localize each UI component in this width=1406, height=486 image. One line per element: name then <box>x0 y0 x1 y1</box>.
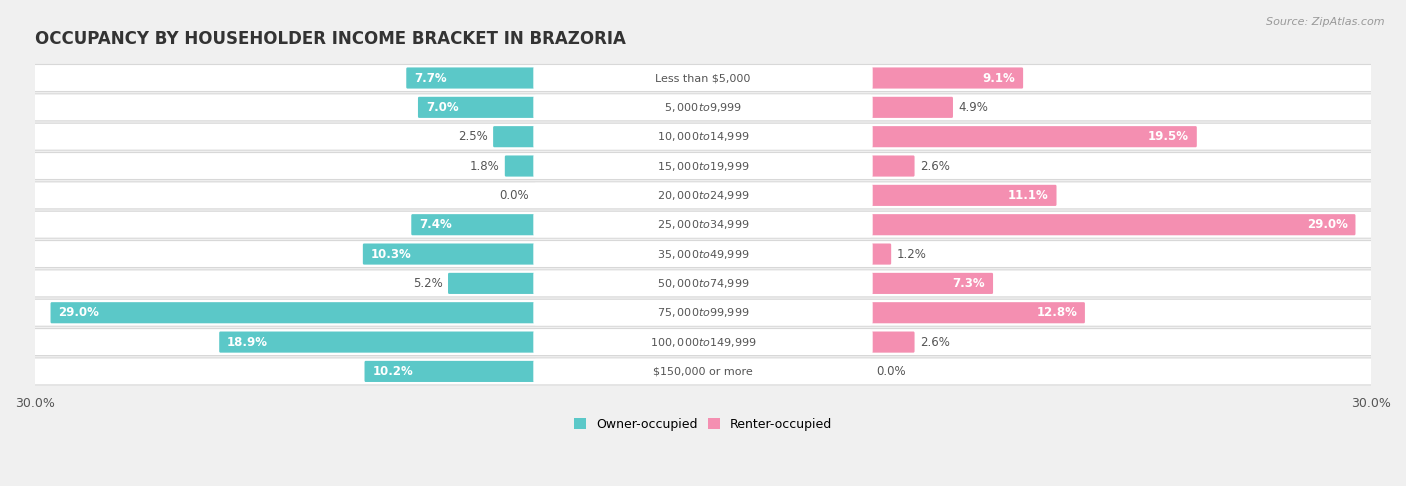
FancyBboxPatch shape <box>364 361 537 382</box>
Text: 2.6%: 2.6% <box>920 335 950 348</box>
FancyBboxPatch shape <box>533 183 873 208</box>
Text: 1.2%: 1.2% <box>897 247 927 260</box>
FancyBboxPatch shape <box>22 94 1384 121</box>
Text: 7.4%: 7.4% <box>419 218 451 231</box>
FancyBboxPatch shape <box>533 124 873 149</box>
Text: 0.0%: 0.0% <box>877 365 907 378</box>
FancyBboxPatch shape <box>869 273 993 294</box>
FancyBboxPatch shape <box>22 241 1384 268</box>
Text: 29.0%: 29.0% <box>1306 218 1348 231</box>
FancyBboxPatch shape <box>22 153 1384 179</box>
Text: $75,000 to $99,999: $75,000 to $99,999 <box>657 306 749 319</box>
FancyBboxPatch shape <box>22 329 1384 356</box>
Text: 5.2%: 5.2% <box>413 277 443 290</box>
FancyBboxPatch shape <box>533 271 873 296</box>
FancyBboxPatch shape <box>363 243 537 264</box>
FancyBboxPatch shape <box>533 95 873 120</box>
FancyBboxPatch shape <box>412 214 537 235</box>
Text: 19.5%: 19.5% <box>1149 130 1189 143</box>
Legend: Owner-occupied, Renter-occupied: Owner-occupied, Renter-occupied <box>568 413 838 436</box>
Text: Less than $5,000: Less than $5,000 <box>655 73 751 83</box>
FancyBboxPatch shape <box>22 270 1384 297</box>
Text: $150,000 or more: $150,000 or more <box>654 366 752 377</box>
Text: 10.2%: 10.2% <box>373 365 413 378</box>
Text: $20,000 to $24,999: $20,000 to $24,999 <box>657 189 749 202</box>
FancyBboxPatch shape <box>869 331 914 353</box>
FancyBboxPatch shape <box>533 66 873 90</box>
Text: 0.0%: 0.0% <box>499 189 529 202</box>
Text: 2.5%: 2.5% <box>458 130 488 143</box>
Text: 2.6%: 2.6% <box>920 159 950 173</box>
FancyBboxPatch shape <box>22 358 1384 385</box>
Text: OCCUPANCY BY HOUSEHOLDER INCOME BRACKET IN BRAZORIA: OCCUPANCY BY HOUSEHOLDER INCOME BRACKET … <box>35 30 626 48</box>
Text: 10.3%: 10.3% <box>371 247 412 260</box>
FancyBboxPatch shape <box>22 65 1384 91</box>
Text: 4.9%: 4.9% <box>959 101 988 114</box>
FancyBboxPatch shape <box>533 242 873 267</box>
Text: $10,000 to $14,999: $10,000 to $14,999 <box>657 130 749 143</box>
Text: 11.1%: 11.1% <box>1008 189 1049 202</box>
FancyBboxPatch shape <box>869 156 914 176</box>
FancyBboxPatch shape <box>533 300 873 325</box>
Text: 12.8%: 12.8% <box>1036 306 1077 319</box>
Text: Source: ZipAtlas.com: Source: ZipAtlas.com <box>1267 17 1385 27</box>
FancyBboxPatch shape <box>22 299 1384 326</box>
Text: 7.3%: 7.3% <box>953 277 986 290</box>
FancyBboxPatch shape <box>869 126 1197 147</box>
Text: $100,000 to $149,999: $100,000 to $149,999 <box>650 335 756 348</box>
FancyBboxPatch shape <box>869 185 1056 206</box>
FancyBboxPatch shape <box>869 68 1024 88</box>
FancyBboxPatch shape <box>505 156 537 176</box>
Text: 18.9%: 18.9% <box>226 335 269 348</box>
FancyBboxPatch shape <box>51 302 537 323</box>
FancyBboxPatch shape <box>869 302 1085 323</box>
FancyBboxPatch shape <box>22 123 1384 150</box>
Text: 29.0%: 29.0% <box>58 306 100 319</box>
FancyBboxPatch shape <box>869 214 1355 235</box>
FancyBboxPatch shape <box>533 330 873 355</box>
FancyBboxPatch shape <box>869 243 891 264</box>
Text: $35,000 to $49,999: $35,000 to $49,999 <box>657 247 749 260</box>
Text: 9.1%: 9.1% <box>983 71 1015 85</box>
Text: $25,000 to $34,999: $25,000 to $34,999 <box>657 218 749 231</box>
Text: $15,000 to $19,999: $15,000 to $19,999 <box>657 159 749 173</box>
FancyBboxPatch shape <box>449 273 537 294</box>
FancyBboxPatch shape <box>22 211 1384 238</box>
Text: $5,000 to $9,999: $5,000 to $9,999 <box>664 101 742 114</box>
Text: 1.8%: 1.8% <box>470 159 499 173</box>
Text: 7.0%: 7.0% <box>426 101 458 114</box>
Text: 7.7%: 7.7% <box>413 71 447 85</box>
FancyBboxPatch shape <box>494 126 537 147</box>
FancyBboxPatch shape <box>22 182 1384 209</box>
FancyBboxPatch shape <box>418 97 537 118</box>
FancyBboxPatch shape <box>533 359 873 384</box>
Text: $50,000 to $74,999: $50,000 to $74,999 <box>657 277 749 290</box>
FancyBboxPatch shape <box>533 154 873 179</box>
FancyBboxPatch shape <box>869 97 953 118</box>
FancyBboxPatch shape <box>219 331 537 353</box>
FancyBboxPatch shape <box>406 68 537 88</box>
FancyBboxPatch shape <box>533 212 873 237</box>
